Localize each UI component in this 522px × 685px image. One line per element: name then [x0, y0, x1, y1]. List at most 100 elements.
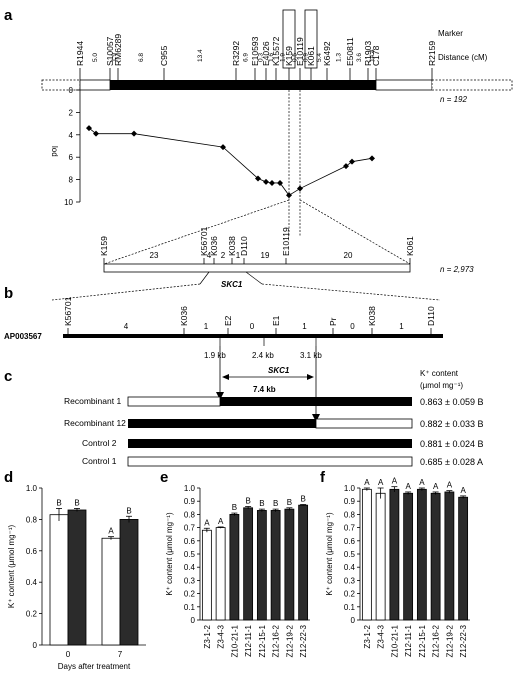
marker-label: E10119 [295, 37, 305, 66]
y-tick-label: 1.0 [344, 484, 356, 493]
lod-point [255, 175, 261, 182]
zoom-line-left [103, 199, 290, 265]
marker-label: E50811 [345, 37, 355, 66]
x-tick-label: Z12-22-3 [459, 624, 468, 657]
bar [458, 496, 469, 621]
fine-count: 23 [150, 251, 159, 260]
bac-count: 1 [204, 322, 209, 331]
significance-letter: A [364, 478, 370, 487]
significance-letter: B [273, 499, 278, 508]
dist-2-4kb: 2.4 kb [252, 351, 274, 360]
panel-b: AP003567 K56701 K036 E2 E1 Pr K038 D110 4 1 0 1 0 1… [4, 296, 443, 422]
rec1-filled [220, 397, 412, 406]
lod-curve [88, 127, 373, 196]
bar [67, 509, 87, 646]
rec12-open [315, 418, 413, 429]
bar [229, 514, 240, 621]
y-tick-label: 0.5 [184, 550, 196, 559]
significance-letter: B [300, 495, 305, 504]
bac-marker-label: E2 [223, 315, 233, 326]
marker-label: K6492 [322, 41, 332, 66]
x-tick-label: Z12-22-3 [299, 624, 308, 657]
row-name-recombinant-12: Recombinant 12 [64, 418, 126, 428]
chart-e: 0 0.1 0.2 0.3 0.4 0.5 0.6 0.7 0.8 0.9 1.0 K⁺ conten… [165, 484, 310, 657]
y-tick-label: 0.8 [344, 510, 356, 519]
y-tick-label: 0.2 [184, 590, 196, 599]
y-tick-label: 0.9 [184, 497, 196, 506]
bac-marker-label: D110 [426, 306, 436, 326]
skc1-label-b: SKC1 [268, 366, 290, 375]
dist-1-9kb: 1.9 kb [204, 351, 226, 360]
significance-letter: B [74, 498, 79, 507]
y-tick-label: 0.8 [26, 515, 38, 524]
lod-axis-label: lod [50, 146, 59, 157]
bac-count: 1 [302, 322, 307, 331]
bac-count: 0 [250, 322, 255, 331]
row-name-recombinant-1: Recombinant 1 [64, 396, 121, 406]
lod-point [86, 125, 92, 132]
distance-label: 3.6 [356, 53, 363, 62]
fine-marker-label: E10119 [281, 227, 291, 256]
dist-3-1kb: 3.1 kb [300, 351, 322, 360]
panel-label-d: d [4, 469, 13, 486]
marker-label: E10593 [250, 36, 260, 66]
y-tick-label: 0.8 [184, 510, 196, 519]
panel-label-e: e [160, 469, 168, 486]
x-tick-label: Z3-4-3 [217, 624, 226, 648]
skc1-bracket-right [245, 271, 263, 285]
significance-letter: B [232, 503, 237, 512]
x-tick-label: Z12-11-1 [404, 624, 413, 656]
lod-point [369, 155, 375, 162]
bar [430, 492, 441, 621]
bac-count: 1 [399, 322, 404, 331]
rec12-filled [128, 419, 316, 428]
bar [416, 488, 427, 621]
bac-marker-label: E1 [271, 315, 281, 326]
k-content-unit: (μmol mg⁻¹) [420, 381, 463, 390]
x-tick-label: Z3-1-2 [363, 624, 372, 648]
fine-marker-label: K038 [227, 236, 237, 256]
distance-label: 1.6 [268, 53, 275, 62]
row-value-control-1: 0.685 ± 0.028 A [420, 457, 483, 467]
fine-marker-label: K061 [405, 236, 415, 256]
bar [389, 488, 400, 621]
chromosome-left-open [79, 79, 111, 91]
significance-letter: B [245, 496, 250, 505]
n-label-2973: n = 2,973 [440, 265, 474, 274]
arrow-left-head [216, 392, 224, 400]
y-tick-label: 1.0 [184, 484, 196, 493]
significance-letter: A [419, 478, 425, 487]
chromosome-left-end [41, 79, 81, 91]
row-name-control-1: Control 1 [82, 456, 117, 466]
bac-marker-label: K56701 [63, 296, 73, 326]
lod-point [343, 163, 349, 170]
chromosome-right-end [431, 79, 513, 91]
lod-tick-label: 6 [69, 153, 74, 162]
y-axis-label: K⁺ content (μmol mg⁻¹) [325, 512, 334, 596]
lod-tick-label: 2 [69, 108, 74, 117]
panel-label-b: b [4, 285, 13, 302]
fine-map-bar [103, 263, 411, 273]
distance-header: Distance (cM) [438, 53, 488, 62]
skc1-bracket-left [199, 271, 210, 285]
bac-marker-label: Pr [328, 317, 338, 326]
bac-marker-label: K036 [179, 306, 189, 326]
marker-label: K159 [284, 46, 294, 66]
zoom-line-right [299, 199, 411, 265]
marker-label: R3292 [231, 41, 241, 66]
distance-label: 13.4 [197, 49, 204, 62]
y-tick-label: 0.4 [184, 563, 196, 572]
bac-bar [63, 334, 443, 338]
bar [119, 519, 139, 646]
x-tick-label: 0 [66, 650, 71, 659]
n-label-192: n = 192 [440, 95, 467, 104]
significance-letter: B [259, 499, 264, 508]
bar [215, 527, 226, 621]
lod-point [131, 130, 137, 137]
zoom-line-b-left [51, 283, 201, 301]
x-tick-label: Z12-15-1 [258, 624, 267, 657]
y-tick-label: 0 [351, 616, 356, 625]
distance-label: 5.4 [316, 53, 323, 62]
